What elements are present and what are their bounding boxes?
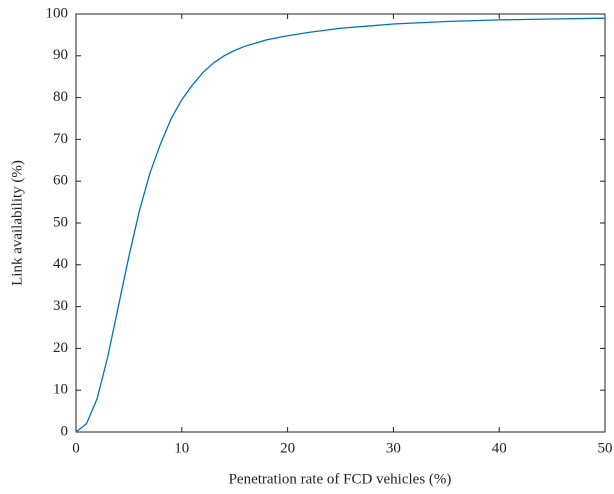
- y-tick-label: 80: [53, 89, 68, 105]
- y-tick-label: 30: [53, 298, 68, 314]
- x-tick-label: 50: [598, 440, 613, 456]
- y-tick-label: 50: [53, 214, 68, 230]
- x-axis-label: Penetration rate of FCD vehicles (%): [229, 471, 452, 487]
- y-tick-label: 20: [53, 340, 68, 356]
- y-axis-label: Link availability (%): [9, 160, 25, 286]
- x-tick-label: 10: [174, 440, 189, 456]
- y-tick-label: 40: [53, 256, 68, 272]
- x-tick-label: 40: [492, 440, 507, 456]
- y-tick-label: 60: [53, 173, 68, 189]
- y-tick-label: 0: [61, 423, 69, 439]
- x-tick-label: 0: [72, 440, 80, 456]
- x-tick-label: 20: [280, 440, 295, 456]
- y-tick-label: 100: [46, 5, 69, 21]
- data-line: [75, 17, 606, 433]
- y-tick-label: 70: [53, 131, 68, 147]
- plot-frame: [75, 13, 606, 433]
- y-tick-label: 90: [53, 47, 68, 63]
- x-tick-label: 30: [386, 440, 401, 456]
- y-tick-label: 10: [53, 382, 68, 398]
